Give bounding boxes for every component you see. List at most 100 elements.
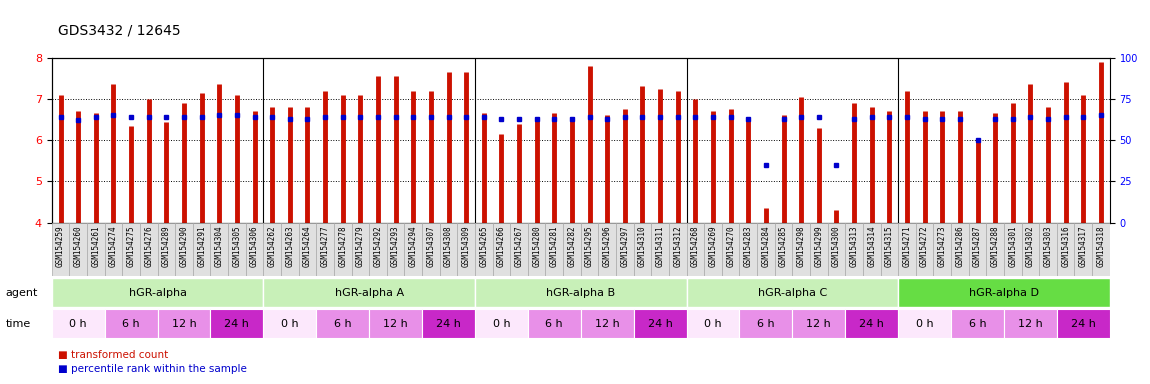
Text: GSM154259: GSM154259 xyxy=(56,225,66,267)
Text: ■ transformed count: ■ transformed count xyxy=(58,350,168,360)
Text: GSM154280: GSM154280 xyxy=(532,225,542,267)
Text: GSM154308: GSM154308 xyxy=(444,225,453,267)
Bar xyxy=(492,223,511,276)
Bar xyxy=(828,223,845,276)
Text: GSM154291: GSM154291 xyxy=(197,225,206,267)
Text: GSM154294: GSM154294 xyxy=(408,225,417,267)
Text: 0 h: 0 h xyxy=(915,318,934,329)
Bar xyxy=(1021,223,1040,276)
Bar xyxy=(987,223,1004,276)
Bar xyxy=(228,223,246,276)
Bar xyxy=(545,223,564,276)
Text: 12 h: 12 h xyxy=(383,318,408,329)
Text: GSM154277: GSM154277 xyxy=(321,225,330,267)
Bar xyxy=(422,309,475,338)
Bar xyxy=(862,223,881,276)
Bar xyxy=(210,309,263,338)
Text: GSM154312: GSM154312 xyxy=(673,225,682,267)
Text: 12 h: 12 h xyxy=(1018,318,1043,329)
Text: 6 h: 6 h xyxy=(968,318,987,329)
Bar xyxy=(898,309,951,338)
Bar xyxy=(52,309,105,338)
Bar xyxy=(1057,309,1110,338)
Text: GSM154282: GSM154282 xyxy=(567,225,576,267)
Bar xyxy=(845,223,862,276)
Bar xyxy=(881,223,898,276)
Bar xyxy=(316,223,333,276)
Bar xyxy=(299,223,316,276)
Bar xyxy=(105,223,122,276)
Bar xyxy=(193,223,210,276)
Text: GSM154310: GSM154310 xyxy=(638,225,647,267)
Bar xyxy=(915,223,934,276)
Text: GSM154260: GSM154260 xyxy=(74,225,83,267)
Bar xyxy=(439,223,458,276)
Bar xyxy=(475,309,528,338)
Text: GSM154314: GSM154314 xyxy=(867,225,876,267)
Bar xyxy=(739,223,757,276)
Text: 0 h: 0 h xyxy=(69,318,87,329)
Bar xyxy=(687,223,704,276)
Bar xyxy=(1004,223,1021,276)
Text: GSM154268: GSM154268 xyxy=(691,225,700,267)
Text: GSM154290: GSM154290 xyxy=(179,225,189,267)
Text: 12 h: 12 h xyxy=(171,318,197,329)
Bar xyxy=(1004,309,1057,338)
Text: GSM154304: GSM154304 xyxy=(215,225,224,267)
Text: GSM154302: GSM154302 xyxy=(1026,225,1035,267)
Bar xyxy=(581,223,598,276)
Text: 24 h: 24 h xyxy=(224,318,250,329)
Bar xyxy=(687,278,898,307)
Bar xyxy=(634,309,687,338)
Bar xyxy=(122,223,140,276)
Text: GSM154298: GSM154298 xyxy=(797,225,806,267)
Text: GSM154311: GSM154311 xyxy=(656,225,665,267)
Bar xyxy=(968,223,987,276)
Text: GSM154275: GSM154275 xyxy=(126,225,136,267)
Bar xyxy=(210,223,228,276)
Text: GSM154270: GSM154270 xyxy=(726,225,735,267)
Text: GSM154307: GSM154307 xyxy=(427,225,436,267)
Text: hGR-alpha B: hGR-alpha B xyxy=(546,288,615,298)
Bar xyxy=(175,223,193,276)
Text: GSM154261: GSM154261 xyxy=(91,225,100,267)
Bar xyxy=(528,223,545,276)
Text: GDS3432 / 12645: GDS3432 / 12645 xyxy=(58,23,181,37)
Bar xyxy=(52,223,69,276)
Bar xyxy=(739,309,792,338)
Text: GSM154273: GSM154273 xyxy=(937,225,946,267)
Bar xyxy=(1092,223,1110,276)
Text: GSM154286: GSM154286 xyxy=(956,225,965,267)
Bar xyxy=(598,223,616,276)
Text: hGR-alpha D: hGR-alpha D xyxy=(969,288,1038,298)
Bar xyxy=(564,223,581,276)
Text: GSM154279: GSM154279 xyxy=(355,225,365,267)
Text: GSM154309: GSM154309 xyxy=(461,225,470,267)
Text: GSM154269: GSM154269 xyxy=(708,225,718,267)
Text: GSM154315: GSM154315 xyxy=(884,225,894,267)
Bar xyxy=(263,223,281,276)
Bar xyxy=(369,309,422,338)
Bar xyxy=(669,223,687,276)
Text: ■ percentile rank within the sample: ■ percentile rank within the sample xyxy=(58,364,246,374)
Text: GSM154296: GSM154296 xyxy=(603,225,612,267)
Bar xyxy=(140,223,158,276)
Bar xyxy=(422,223,439,276)
Text: GSM154316: GSM154316 xyxy=(1061,225,1071,267)
Text: GSM154305: GSM154305 xyxy=(232,225,242,267)
Text: 12 h: 12 h xyxy=(595,318,620,329)
Text: GSM154318: GSM154318 xyxy=(1096,225,1105,267)
Bar xyxy=(757,223,775,276)
Text: GSM154262: GSM154262 xyxy=(268,225,277,267)
Bar xyxy=(458,223,475,276)
Bar xyxy=(386,223,405,276)
Bar xyxy=(158,309,210,338)
Text: 6 h: 6 h xyxy=(545,318,564,329)
Bar xyxy=(263,309,316,338)
Text: GSM154263: GSM154263 xyxy=(285,225,294,267)
Bar xyxy=(528,309,581,338)
Text: GSM154313: GSM154313 xyxy=(850,225,859,267)
Bar xyxy=(105,309,158,338)
Text: GSM154299: GSM154299 xyxy=(814,225,823,267)
Bar xyxy=(69,223,87,276)
